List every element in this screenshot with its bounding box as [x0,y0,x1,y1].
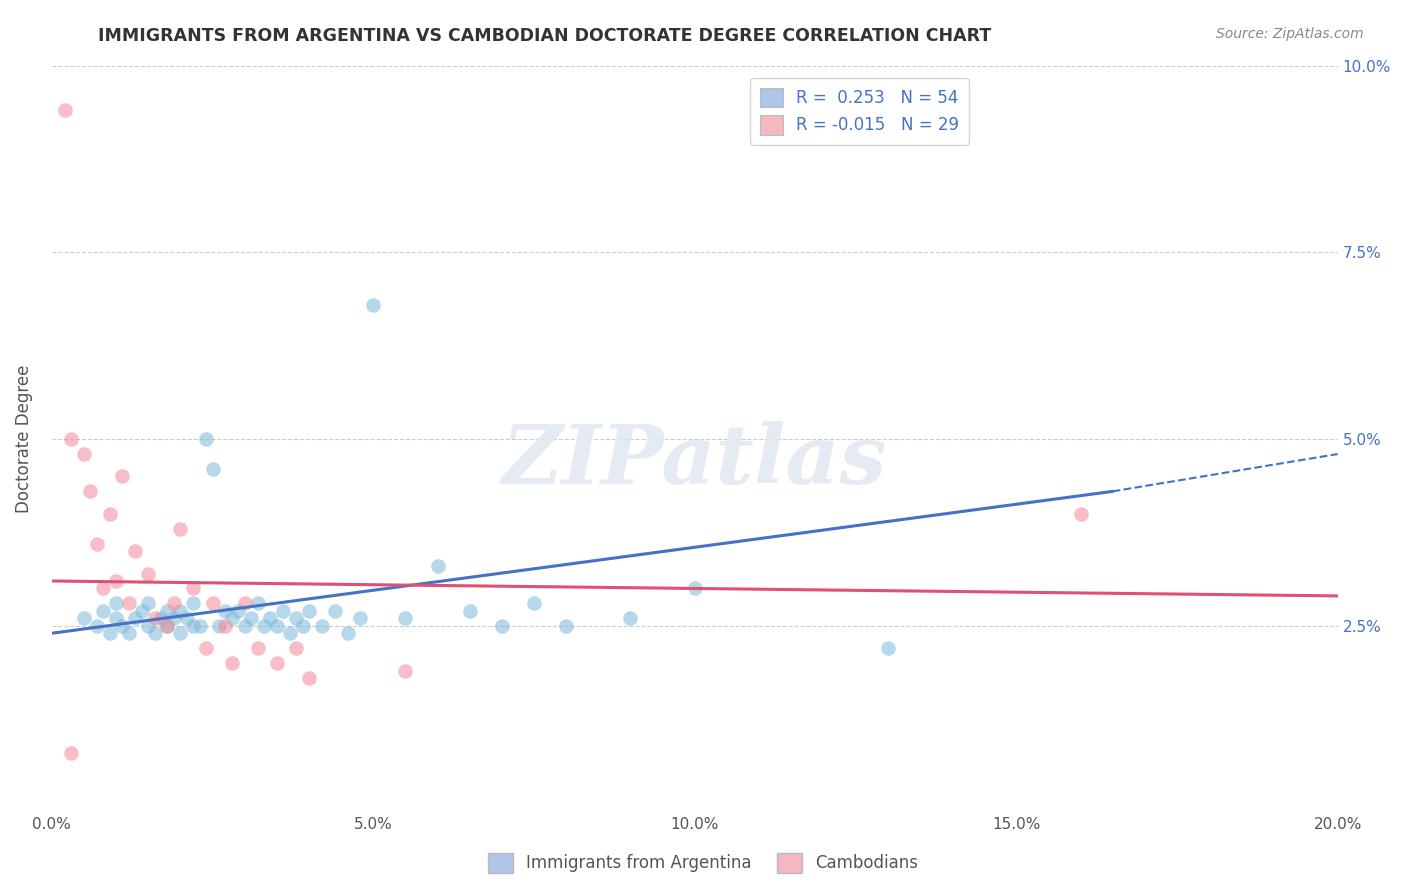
Point [336,626,359,640]
Point [111,619,134,633]
Point [105,611,128,625]
Point [79,484,101,499]
Point [91,582,114,596]
Legend: R =  0.253   N = 54, R = -0.015   N = 29: R = 0.253 N = 54, R = -0.015 N = 29 [749,78,969,145]
Point [214,619,236,633]
Point [201,596,224,610]
Point [285,641,308,656]
Point [221,656,243,670]
Point [266,656,288,670]
Point [131,604,153,618]
Point [201,462,224,476]
Point [246,641,269,656]
Point [426,559,449,574]
Point [195,432,218,446]
Point [91,604,114,618]
Point [143,626,166,640]
Point [143,611,166,625]
Point [150,611,173,625]
Point [1070,507,1092,521]
Point [73,447,96,461]
Y-axis label: Doctorate Degree: Doctorate Degree [15,365,32,513]
Point [105,574,128,588]
Point [259,611,281,625]
Point [124,611,146,625]
Point [298,604,321,618]
Point [458,604,481,618]
Point [136,596,159,610]
Point [394,664,416,678]
Point [195,641,218,656]
Point [118,596,141,610]
Point [181,582,204,596]
Point [361,298,384,312]
Point [124,544,146,558]
Point [876,641,898,656]
Text: IMMIGRANTS FROM ARGENTINA VS CAMBODIAN DOCTORATE DEGREE CORRELATION CHART: IMMIGRANTS FROM ARGENTINA VS CAMBODIAN D… [98,27,991,45]
Point [349,611,371,625]
Point [136,566,159,581]
Point [523,596,546,610]
Point [619,611,641,625]
Point [73,611,96,625]
Point [253,619,276,633]
Point [156,619,179,633]
Point [136,619,159,633]
Point [60,432,83,446]
Point [156,619,179,633]
Point [169,522,191,536]
Text: ZIPatlas: ZIPatlas [502,422,887,501]
Point [291,619,314,633]
Text: Source: ZipAtlas.com: Source: ZipAtlas.com [1216,27,1364,41]
Point [266,619,288,633]
Point [278,626,301,640]
Point [323,604,346,618]
Point [246,596,269,610]
Point [181,596,204,610]
Point [60,746,83,760]
Point [214,604,236,618]
Point [86,536,108,550]
Point [86,619,108,633]
Point [208,619,231,633]
Point [169,626,191,640]
Point [271,604,294,618]
Point [118,626,141,640]
Point [233,619,256,633]
Point [311,619,333,633]
Point [105,596,128,610]
Point [98,507,121,521]
Point [163,611,186,625]
Point [298,671,321,685]
Point [683,582,706,596]
Point [221,611,243,625]
Point [285,611,308,625]
Point [555,619,578,633]
Point [176,611,198,625]
Point [156,604,179,618]
Point [163,596,186,610]
Point [394,611,416,625]
Point [240,611,263,625]
Point [169,604,191,618]
Point [53,103,76,118]
Point [111,469,134,483]
Legend: Immigrants from Argentina, Cambodians: Immigrants from Argentina, Cambodians [481,847,925,880]
Point [188,619,211,633]
Point [181,619,204,633]
Point [491,619,513,633]
Point [233,596,256,610]
Point [98,626,121,640]
Point [226,604,249,618]
